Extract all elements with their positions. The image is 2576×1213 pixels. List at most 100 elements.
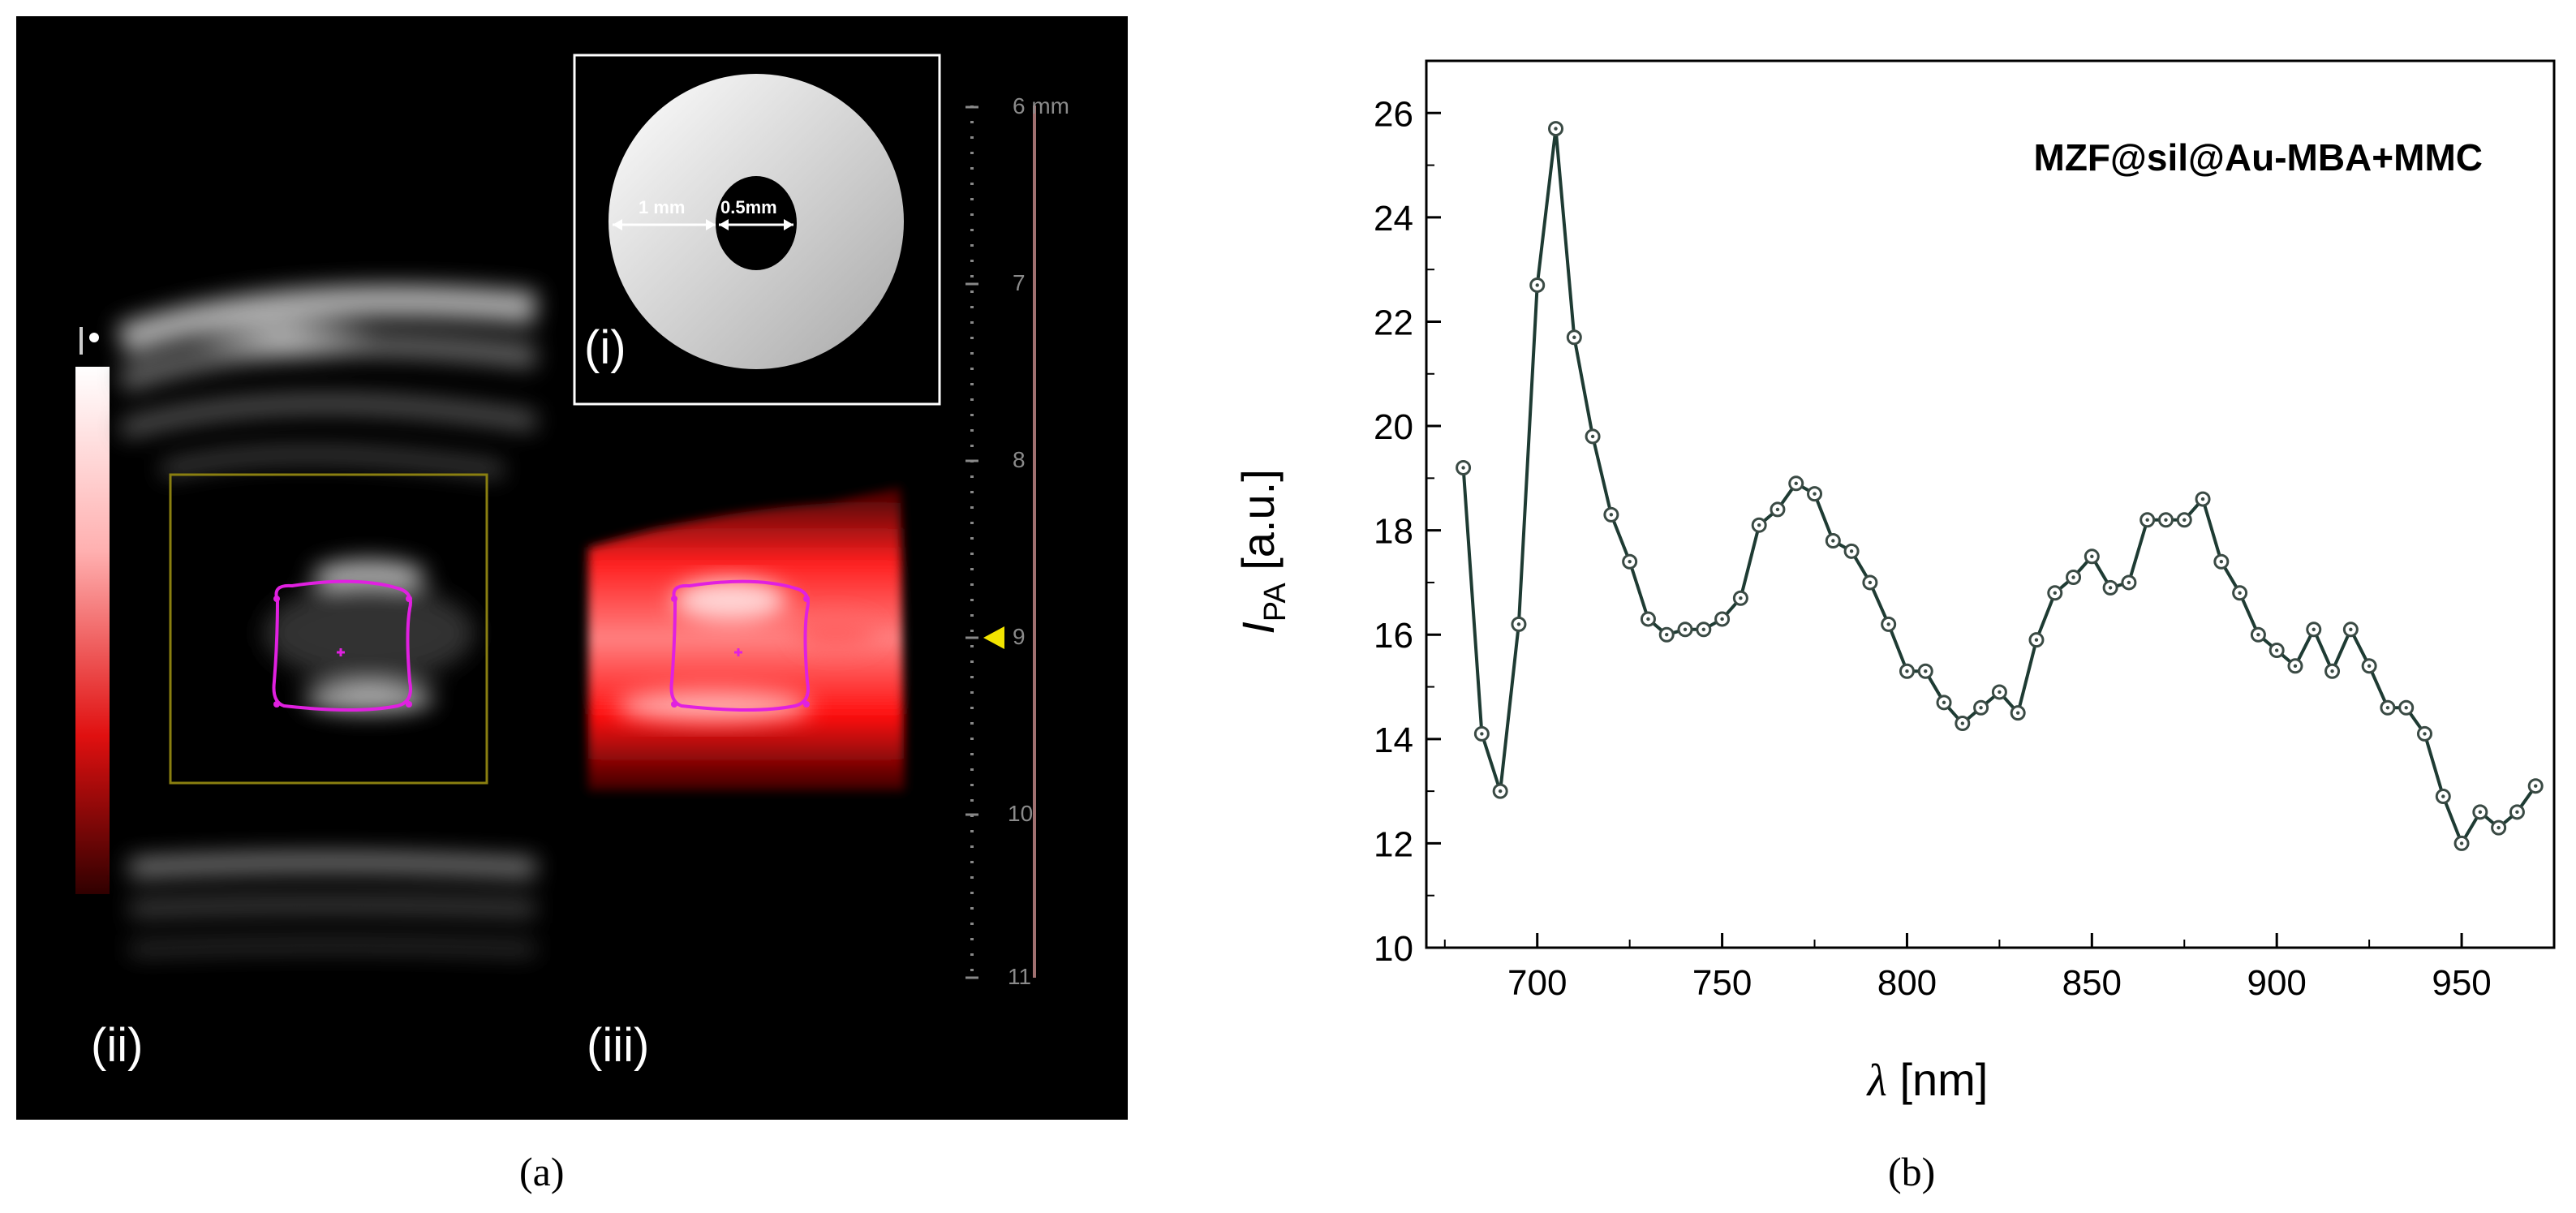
data-point-dot [1942,700,1946,705]
data-point-dot [1831,539,1835,543]
data-point-dot [1609,513,1614,517]
roi-contour [272,579,412,712]
depth-tick-6: 6 mm [1013,93,1070,118]
data-point-dot [1998,690,2002,695]
data-point-dot [1683,627,1688,632]
caption-b: (b) [1888,1149,1936,1194]
y-tick-label: 10 [1374,929,1413,969]
x-tick-label: 850 [2062,963,2122,1003]
data-point-dot [1590,434,1595,439]
y-axis-unit: [a.u.] [1232,469,1284,570]
data-point-dot [2274,648,2279,652]
ultrasound-image [116,285,537,955]
panel-b-chart: 700 750 800 850 900 950 10 12 14 16 18 20 22 24 26 MZF… [1232,59,2556,1106]
data-point-dot [2183,518,2187,522]
y-tick-label: 20 [1374,407,1413,447]
data-point-dot [2312,627,2316,632]
data-point-dot [2127,580,2131,585]
x-tick-label: 700 [1507,963,1567,1003]
x-tick-label: 800 [1877,963,1937,1003]
data-point-dot [2108,586,2113,590]
y-tick-label: 12 [1374,824,1413,864]
data-point-dot [1775,507,1780,512]
data-point-dot [1757,523,1761,527]
panel-a-graphics [75,54,1036,979]
data-point-dot [2349,627,2353,632]
data-point-dot [1701,627,1706,632]
outer-radius-label: 1 mm [639,197,686,217]
x-tick-label: 950 [2432,963,2491,1003]
y-tick-label: 14 [1374,720,1413,760]
x-tick-label: 750 [1692,963,1752,1003]
caption-a: (a) [519,1149,565,1194]
data-point-dot [2034,638,2039,642]
x-axis-unit: [nm] [1899,1054,1988,1105]
data-point-dot [2404,706,2408,710]
data-point-dot [1720,617,1724,622]
depth-tick-7: 7 [1013,270,1026,295]
data-point-dot [1535,283,1539,287]
x-tick-label: 900 [2247,963,2306,1003]
data-point-dot [2496,825,2501,830]
series-line [1461,127,2537,845]
plot-frame [1425,59,2556,949]
pa-roi-contour [669,579,810,712]
y-tick-label: 16 [1374,616,1413,656]
data-point-dot [1905,669,1909,673]
data-point-dot [1979,706,1983,710]
data-point-dot [1868,580,1873,585]
inner-radius-label: 0.5mm [720,197,777,217]
data-point-dot [1886,622,1890,626]
data-point-dot [1813,492,1817,496]
data-point-dot [1794,481,1798,485]
y-axis-subscript: PA [1258,583,1292,622]
depth-tick-9: 9 [1013,624,1026,649]
depth-tick-10: 10 [1008,801,1034,826]
data-point-dot [2200,497,2205,501]
data-point-dot [2385,706,2390,710]
inset-i-label: (i) [584,321,626,374]
data-point-dot [2145,518,2149,522]
data-point-dot [2478,810,2483,815]
x-axis-symbol: λ [1866,1056,1887,1106]
data-point-dot [1516,622,1521,626]
data-point-dot [2015,711,2020,715]
data-point-dot [2367,664,2372,669]
data-point-dot [2441,794,2445,798]
data-point-dot [1960,721,1965,725]
data-point-dot [2515,810,2519,815]
data-point-dot [2459,841,2464,845]
data-point-dot [1646,617,1650,622]
y-tick-label: 24 [1374,199,1413,239]
color-scale-bar [75,327,110,894]
inset-ii-label: (ii) [91,1019,144,1072]
depth-ruler [965,105,1036,979]
data-point-dot [1849,549,1854,553]
data-point-dot [2219,560,2224,564]
data-point-dot [2534,784,2538,788]
data-point-dot [1498,789,1503,794]
data-point-dot [2164,518,2168,522]
roi-box [169,473,488,785]
phantom-schematic-inset [573,54,941,406]
data-point-dot [2071,575,2075,579]
data-point-dot [2256,633,2260,637]
data-point-dot [1739,596,1743,600]
data-point-dot [1665,633,1669,637]
depth-tick-11: 11 [1008,964,1032,989]
panel-a-imaging: 1 mm 0.5mm (i) (ii) (iii) 6 mm 7 8 9 10 … [16,16,1128,1120]
x-axis-label: λ [nm] [1866,1054,1989,1106]
inset-iii-label: (iii) [587,1019,650,1072]
data-point-dot [1554,127,1558,131]
chart-annotation: MZF@sil@Au-MBA+MMC [2034,136,2483,179]
data-point-dot [2090,554,2094,558]
data-point-dot [2238,591,2242,595]
y-axis-symbol: I [1232,622,1284,634]
depth-tick-8: 8 [1013,447,1026,472]
y-axis-label: IPA [a.u.] [1232,469,1292,634]
data-point-dot [1924,669,1928,673]
phantom-inclusion [716,176,797,270]
data-point-dot [1461,466,1465,470]
data-point-dot [2053,591,2057,595]
data-point-dot [1572,335,1576,339]
